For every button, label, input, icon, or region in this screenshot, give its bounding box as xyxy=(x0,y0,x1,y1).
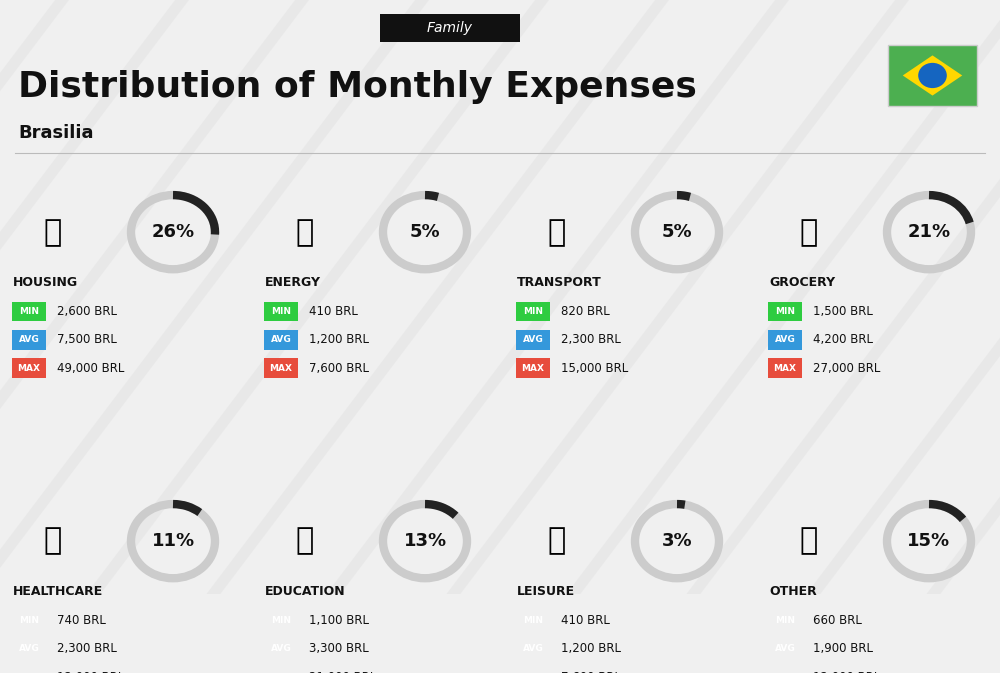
Text: AVG: AVG xyxy=(19,644,39,653)
FancyBboxPatch shape xyxy=(768,330,802,349)
Text: 4,200 BRL: 4,200 BRL xyxy=(813,333,873,347)
Text: OTHER: OTHER xyxy=(769,585,817,598)
FancyBboxPatch shape xyxy=(264,359,298,378)
Text: MIN: MIN xyxy=(775,307,795,316)
Text: AVG: AVG xyxy=(19,335,39,345)
FancyBboxPatch shape xyxy=(12,668,46,673)
Text: 5%: 5% xyxy=(410,223,440,241)
FancyBboxPatch shape xyxy=(264,611,298,631)
FancyBboxPatch shape xyxy=(516,668,550,673)
Text: 410 BRL: 410 BRL xyxy=(309,305,358,318)
Text: 1,200 BRL: 1,200 BRL xyxy=(561,642,621,656)
FancyBboxPatch shape xyxy=(264,668,298,673)
Text: 12,000 BRL: 12,000 BRL xyxy=(813,670,880,673)
Text: 21,000 BRL: 21,000 BRL xyxy=(309,670,376,673)
Text: LEISURE: LEISURE xyxy=(517,585,575,598)
Text: 13%: 13% xyxy=(403,532,447,550)
FancyBboxPatch shape xyxy=(768,359,802,378)
Text: 2,300 BRL: 2,300 BRL xyxy=(57,642,117,656)
Text: 410 BRL: 410 BRL xyxy=(561,614,610,627)
FancyBboxPatch shape xyxy=(768,611,802,631)
FancyBboxPatch shape xyxy=(516,359,550,378)
Text: 1,500 BRL: 1,500 BRL xyxy=(813,305,873,318)
Text: MAX: MAX xyxy=(270,363,292,373)
FancyBboxPatch shape xyxy=(12,330,46,349)
Text: 💰: 💰 xyxy=(800,527,818,556)
Text: 🛒: 🛒 xyxy=(800,217,818,247)
Text: 15%: 15% xyxy=(907,532,951,550)
Text: 🛍: 🛍 xyxy=(548,527,566,556)
Text: MIN: MIN xyxy=(271,307,291,316)
Text: HEALTHCARE: HEALTHCARE xyxy=(13,585,103,598)
FancyBboxPatch shape xyxy=(768,668,802,673)
FancyBboxPatch shape xyxy=(264,330,298,349)
FancyBboxPatch shape xyxy=(768,302,802,321)
Text: HOUSING: HOUSING xyxy=(13,276,78,289)
Text: 49,000 BRL: 49,000 BRL xyxy=(57,361,124,375)
Text: 7,600 BRL: 7,600 BRL xyxy=(561,670,621,673)
Text: 7,500 BRL: 7,500 BRL xyxy=(57,333,117,347)
Text: 💗: 💗 xyxy=(44,527,62,556)
Text: AVG: AVG xyxy=(523,644,543,653)
Text: TRANSPORT: TRANSPORT xyxy=(517,276,602,289)
FancyBboxPatch shape xyxy=(768,639,802,659)
Text: AVG: AVG xyxy=(775,644,795,653)
Text: 26%: 26% xyxy=(151,223,195,241)
Text: AVG: AVG xyxy=(523,335,543,345)
Text: 3,300 BRL: 3,300 BRL xyxy=(309,642,369,656)
FancyBboxPatch shape xyxy=(516,330,550,349)
Text: MAX: MAX xyxy=(522,363,544,373)
Text: 1,900 BRL: 1,900 BRL xyxy=(813,642,873,656)
Text: 2,300 BRL: 2,300 BRL xyxy=(561,333,621,347)
Text: AVG: AVG xyxy=(775,335,795,345)
FancyBboxPatch shape xyxy=(12,359,46,378)
FancyBboxPatch shape xyxy=(264,639,298,659)
Text: 🎓: 🎓 xyxy=(296,527,314,556)
Circle shape xyxy=(918,63,947,88)
Text: 5%: 5% xyxy=(662,223,692,241)
FancyBboxPatch shape xyxy=(380,14,520,42)
Text: 12,000 BRL: 12,000 BRL xyxy=(57,670,124,673)
Text: 2,600 BRL: 2,600 BRL xyxy=(57,305,117,318)
Text: 3%: 3% xyxy=(662,532,692,550)
Text: 🔌: 🔌 xyxy=(296,217,314,247)
Text: MAX: MAX xyxy=(18,363,40,373)
FancyBboxPatch shape xyxy=(12,611,46,631)
Text: 🏢: 🏢 xyxy=(44,217,62,247)
FancyBboxPatch shape xyxy=(516,611,550,631)
Text: 660 BRL: 660 BRL xyxy=(813,614,862,627)
Polygon shape xyxy=(903,55,962,96)
Text: 1,100 BRL: 1,100 BRL xyxy=(309,614,369,627)
Text: MIN: MIN xyxy=(19,616,39,625)
Text: 7,600 BRL: 7,600 BRL xyxy=(309,361,369,375)
FancyBboxPatch shape xyxy=(12,639,46,659)
Text: 11%: 11% xyxy=(151,532,195,550)
Text: Brasilia: Brasilia xyxy=(18,125,94,142)
FancyBboxPatch shape xyxy=(888,45,977,106)
FancyBboxPatch shape xyxy=(516,302,550,321)
Text: MIN: MIN xyxy=(523,307,543,316)
Text: MAX: MAX xyxy=(774,363,796,373)
Text: 🚌: 🚌 xyxy=(548,217,566,247)
Text: MIN: MIN xyxy=(523,616,543,625)
Text: AVG: AVG xyxy=(271,335,291,345)
Text: AVG: AVG xyxy=(271,644,291,653)
Text: 1,200 BRL: 1,200 BRL xyxy=(309,333,369,347)
Text: 27,000 BRL: 27,000 BRL xyxy=(813,361,880,375)
Text: MIN: MIN xyxy=(775,616,795,625)
Text: GROCERY: GROCERY xyxy=(769,276,835,289)
Text: Distribution of Monthly Expenses: Distribution of Monthly Expenses xyxy=(18,69,697,104)
Text: MIN: MIN xyxy=(19,307,39,316)
Text: 15,000 BRL: 15,000 BRL xyxy=(561,361,628,375)
Text: EDUCATION: EDUCATION xyxy=(265,585,346,598)
Text: 740 BRL: 740 BRL xyxy=(57,614,106,627)
Text: MIN: MIN xyxy=(271,616,291,625)
Text: Family: Family xyxy=(427,22,473,35)
Text: 21%: 21% xyxy=(907,223,951,241)
FancyBboxPatch shape xyxy=(264,302,298,321)
FancyBboxPatch shape xyxy=(12,302,46,321)
FancyBboxPatch shape xyxy=(516,639,550,659)
Text: 820 BRL: 820 BRL xyxy=(561,305,610,318)
Text: ENERGY: ENERGY xyxy=(265,276,321,289)
